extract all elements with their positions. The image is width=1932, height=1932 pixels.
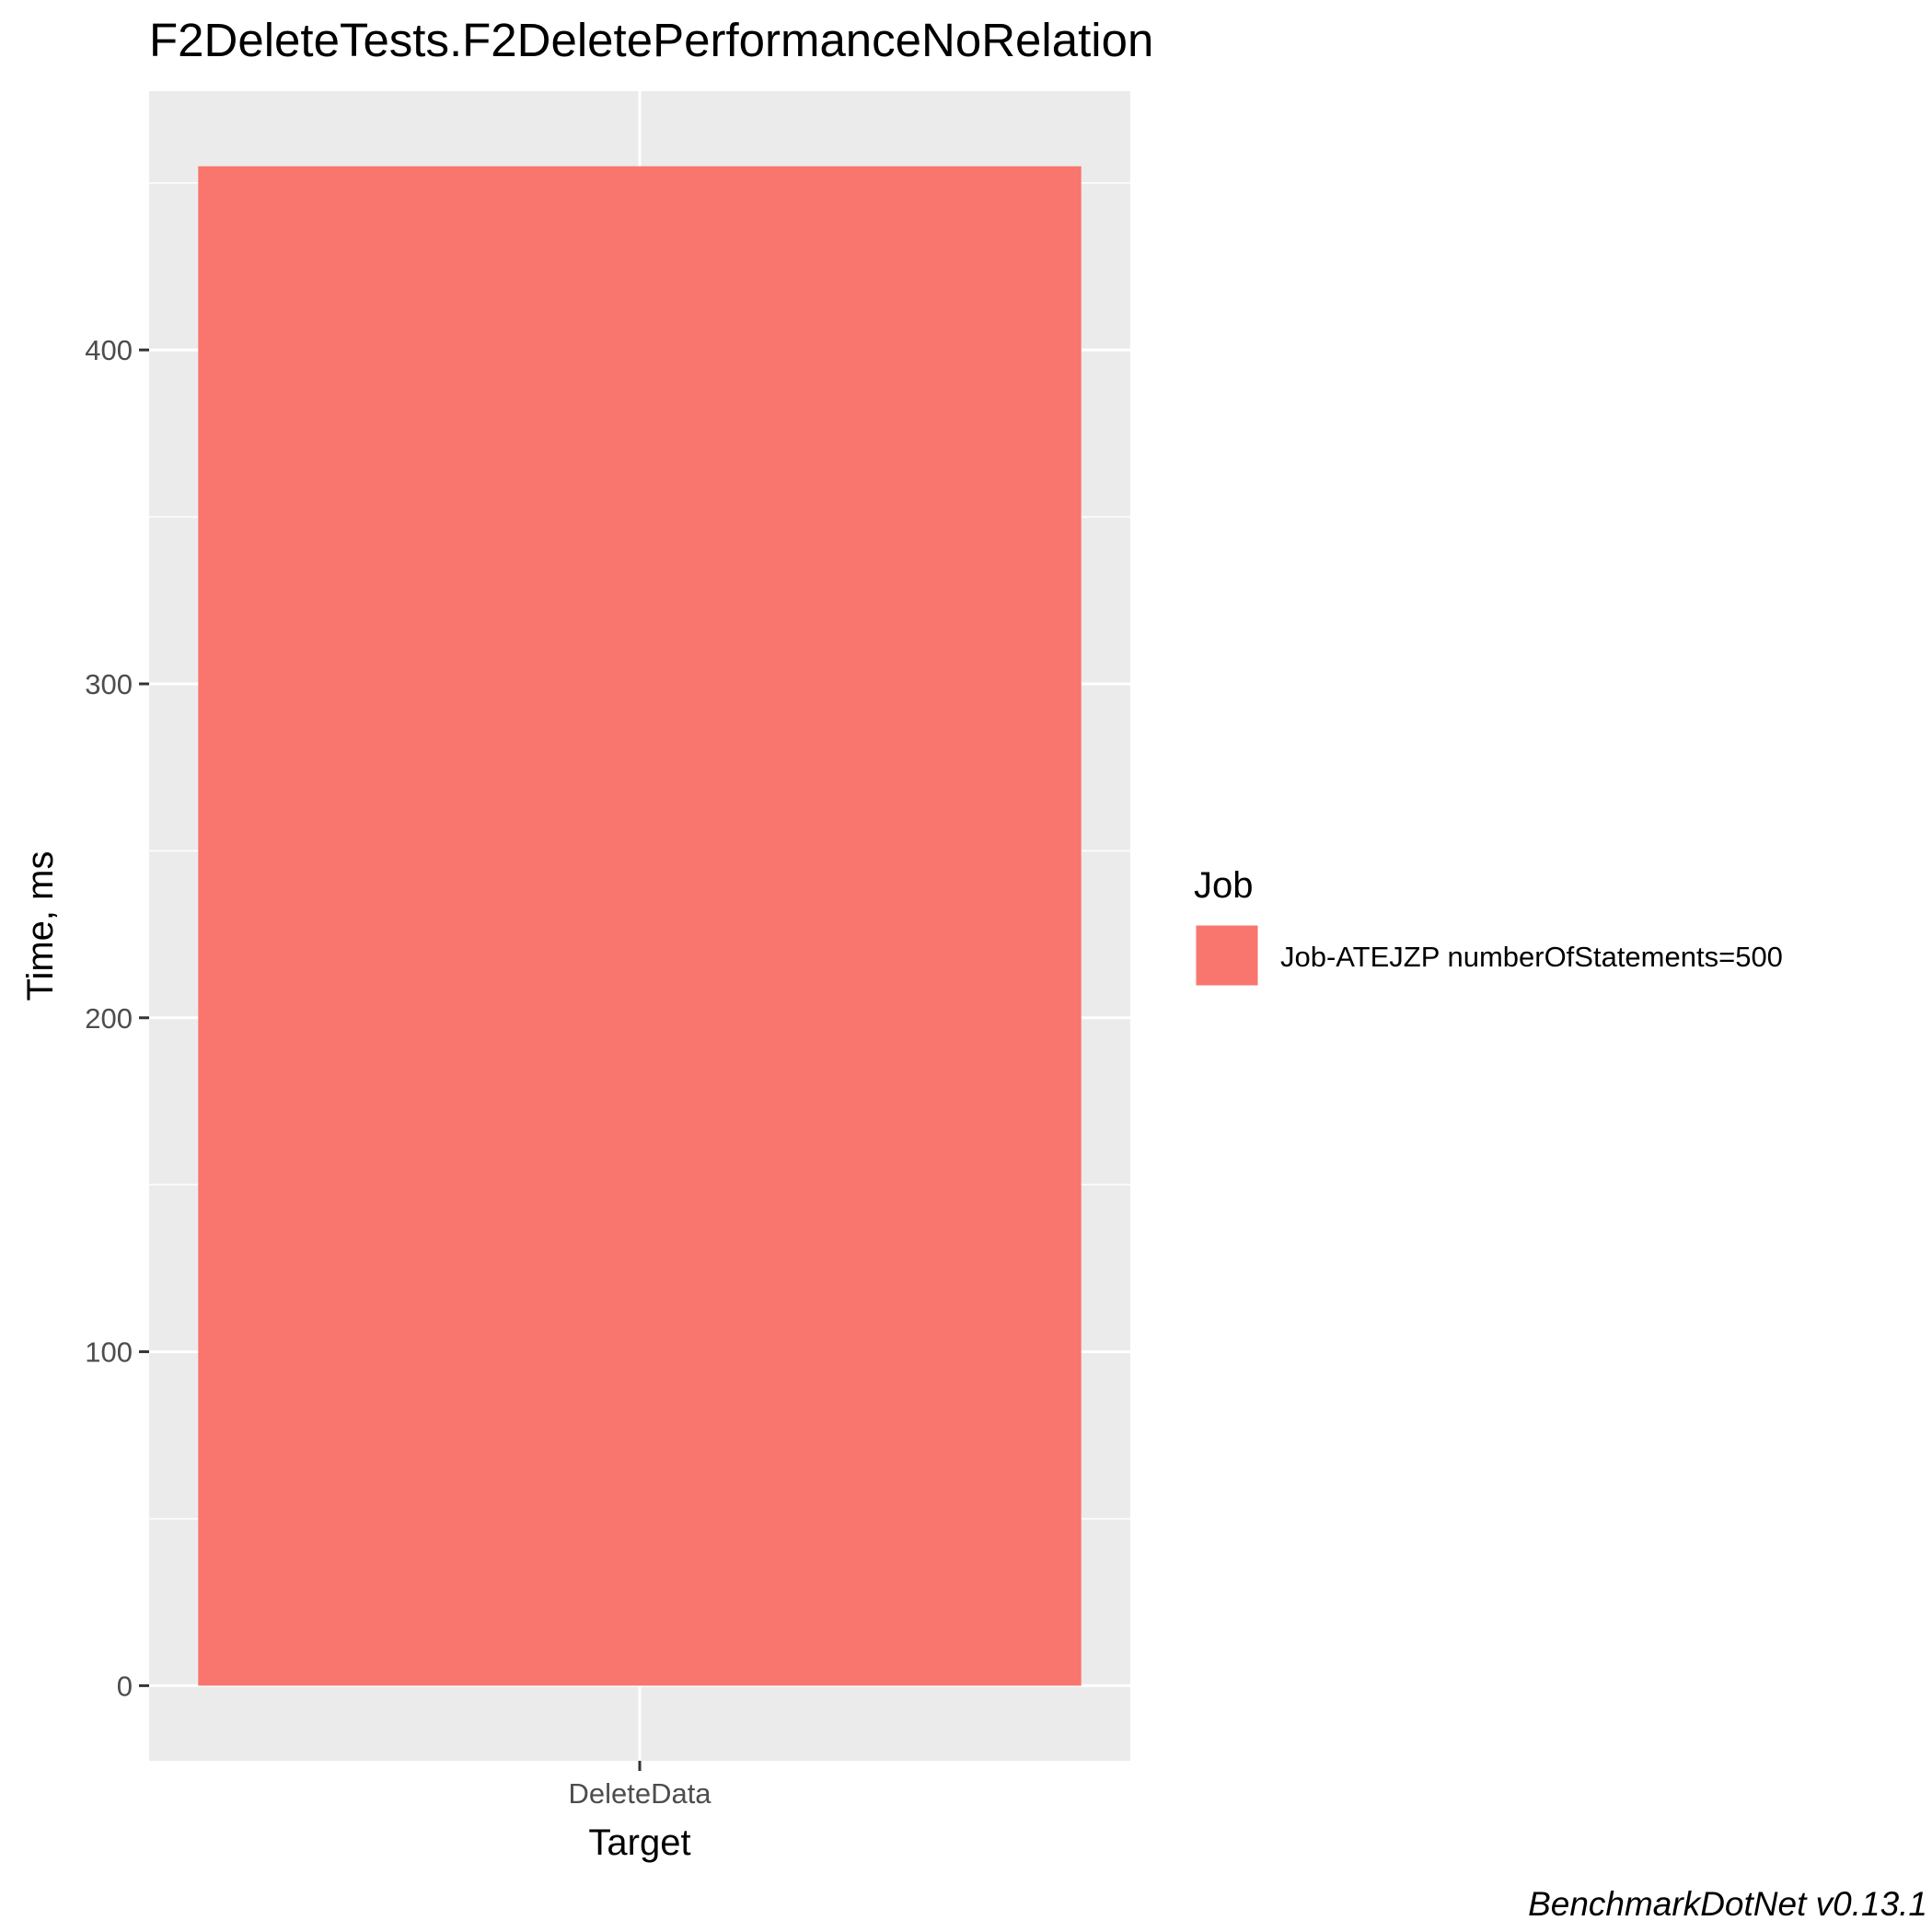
- bars: [198, 166, 1082, 1686]
- caption: BenchmarkDotNet v0.13.1: [1528, 1885, 1927, 1923]
- y-tick-label: 100: [85, 1336, 133, 1369]
- y-tick-label: 300: [85, 668, 133, 700]
- x-tick-label: DeleteData: [568, 1777, 711, 1810]
- y-tick-label: 200: [85, 1002, 133, 1035]
- y-axis-title: Time, ms: [20, 851, 61, 1001]
- y-axis: 0 100 200 300 400: [85, 334, 149, 1702]
- legend-title: Job: [1194, 865, 1254, 906]
- x-axis: DeleteData: [568, 1761, 711, 1810]
- x-axis-title: Target: [588, 1822, 690, 1863]
- legend-item-label: Job-ATEJZP numberOfStatements=500: [1280, 941, 1783, 973]
- y-tick-label: 0: [117, 1670, 133, 1702]
- bar: [198, 166, 1082, 1686]
- legend: Job Job-ATEJZP numberOfStatements=500: [1193, 865, 1783, 989]
- legend-key: [1193, 922, 1261, 989]
- y-tick-label: 400: [85, 334, 133, 366]
- chart-title: F2DeleteTests.F2DeletePerformanceNoRelat…: [149, 14, 1153, 66]
